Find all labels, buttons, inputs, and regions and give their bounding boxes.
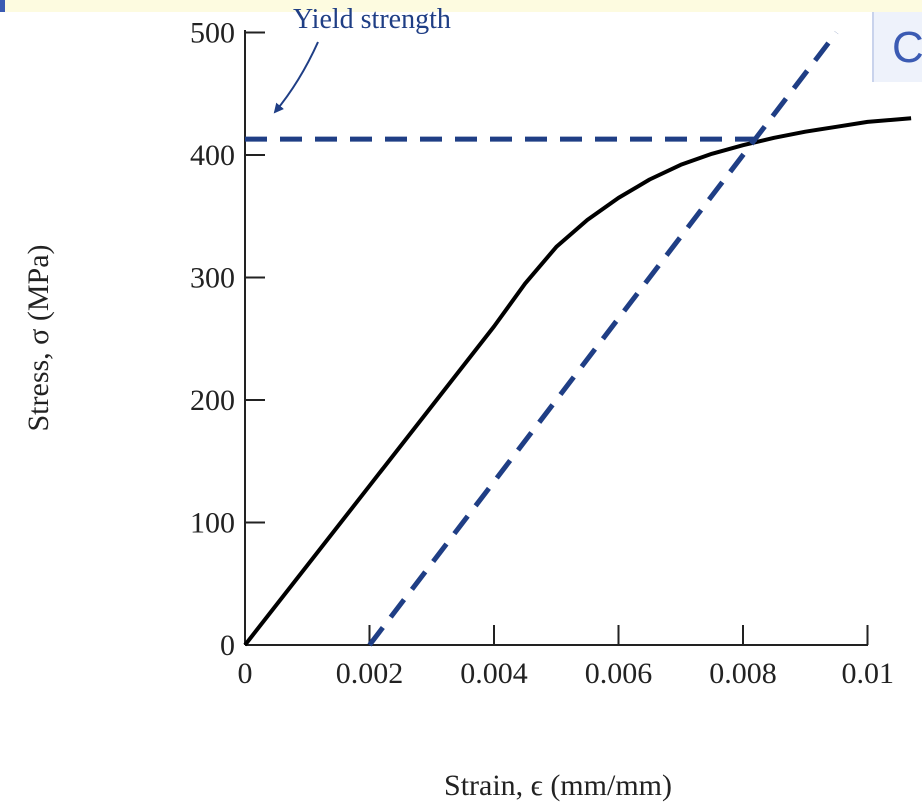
annotation-layer: Yield strength (273, 4, 451, 114)
axes (244, 30, 868, 646)
x-tick-label: 0.01 (842, 657, 895, 690)
stress-strain-curve (243, 116, 912, 647)
y-tick-label: 400 (190, 139, 235, 172)
offset-line (367, 30, 839, 647)
yield-strength-arrow (273, 41, 319, 114)
y-axis-title: Stress, σ (MPa) (22, 244, 55, 431)
x-tick-label: 0.004 (460, 657, 528, 690)
top-banner (0, 0, 922, 12)
y-tick-label: 100 (190, 507, 235, 540)
y-tick-label: 200 (190, 384, 235, 417)
series-layer (243, 30, 912, 647)
x-tick-label: 0 (238, 657, 253, 690)
x-ticks: 0 0.002 0.004 0.006 0.008 0.01 (238, 625, 895, 690)
y-ticks: 0 100 200 300 400 500 (190, 17, 265, 662)
x-tick-label: 0.008 (709, 657, 777, 690)
slide-accent-bar (0, 0, 5, 12)
y-tick-label: 0 (220, 629, 235, 662)
x-tick-label: 0.006 (585, 657, 653, 690)
x-tick-label: 0.002 (336, 657, 404, 690)
y-tick-label: 300 (190, 262, 235, 295)
yield-strength-label: Yield strength (293, 4, 451, 35)
slide-title-fragment: C (892, 23, 922, 72)
slide-title-box (872, 12, 922, 82)
x-axis-title: Strain, ϵ (mm/mm) (444, 769, 672, 802)
y-tick-label: 500 (190, 17, 235, 50)
